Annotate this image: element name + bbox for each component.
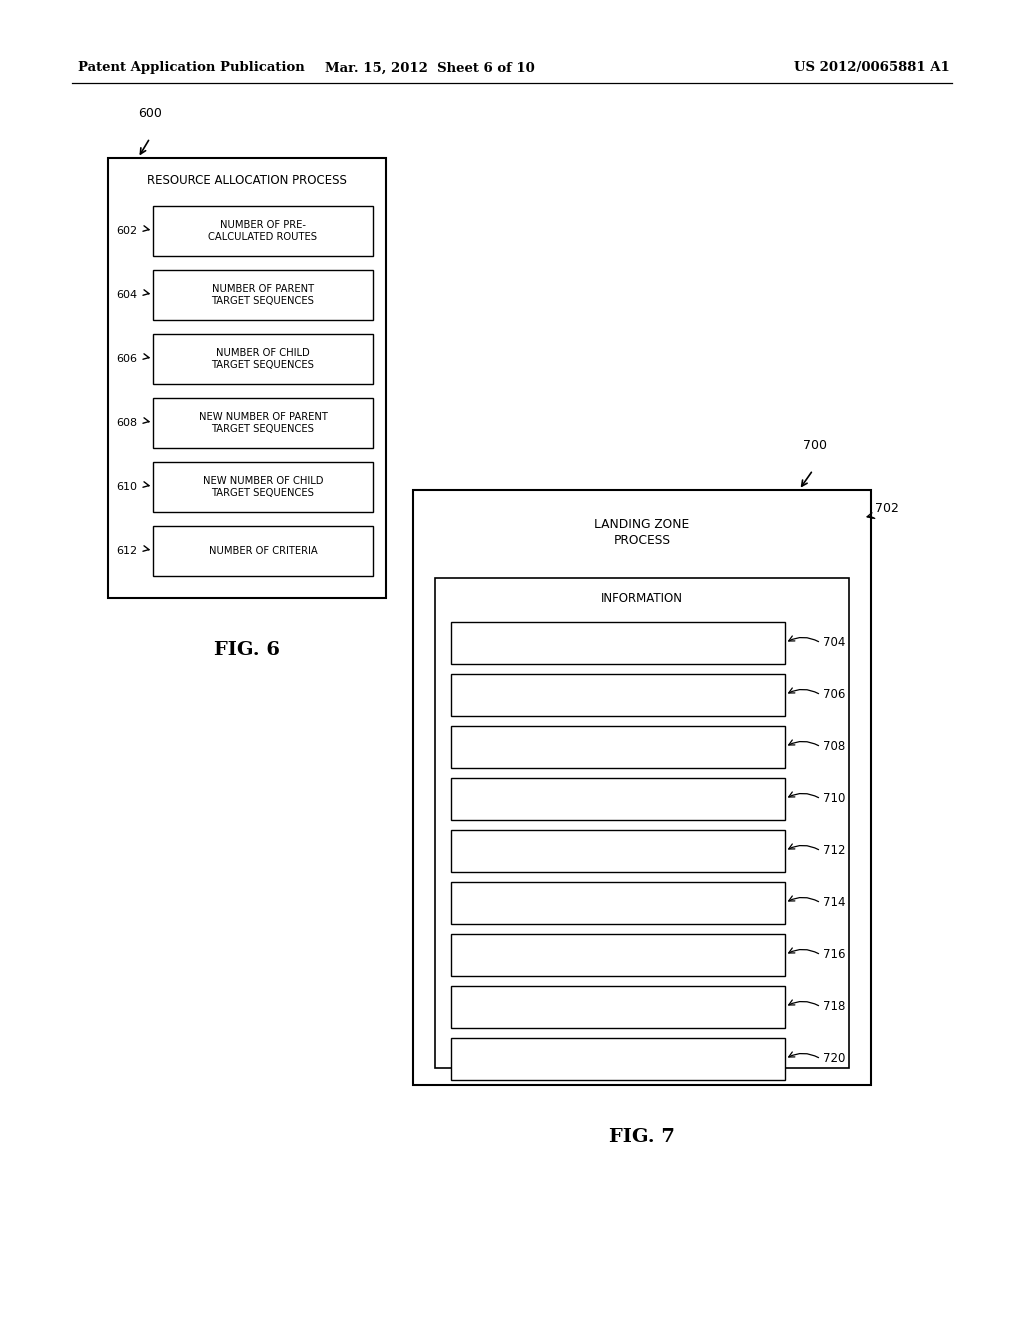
Text: 714: 714 (823, 896, 846, 909)
Text: NUMBER OF PRE-
CALCULATED ROUTES: NUMBER OF PRE- CALCULATED ROUTES (209, 220, 317, 242)
Text: AIRPORT LOCATIONS: AIRPORT LOCATIONS (564, 638, 672, 648)
Bar (451, 675, 785, 715)
Text: FIG. 6: FIG. 6 (214, 642, 280, 659)
Bar (451, 726, 785, 768)
Text: 610: 610 (116, 482, 137, 492)
Bar (451, 777, 785, 820)
Text: 702: 702 (874, 502, 899, 515)
Bar (451, 935, 785, 975)
Text: NUMBER OF PARENT
TARGET SEQUENCES: NUMBER OF PARENT TARGET SEQUENCES (212, 284, 314, 306)
Text: 720: 720 (823, 1052, 846, 1065)
Text: OBSTRUCTION LOCATIONS: OBSTRUCTION LOCATIONS (549, 846, 687, 855)
Text: 604: 604 (116, 290, 137, 300)
Text: 602: 602 (116, 226, 137, 236)
Bar (153, 271, 373, 319)
Text: 708: 708 (823, 741, 845, 754)
Text: NEW NUMBER OF CHILD
TARGET SEQUENCES: NEW NUMBER OF CHILD TARGET SEQUENCES (203, 475, 324, 498)
Text: 718: 718 (823, 1001, 846, 1014)
Text: 712: 712 (823, 845, 846, 858)
Bar (153, 525, 373, 576)
Text: 612: 612 (116, 546, 137, 556)
Bar (108, 158, 386, 598)
Bar (413, 490, 871, 1085)
Bar (153, 206, 373, 256)
Text: GOLF COURSES: GOLF COURSES (578, 1053, 658, 1064)
Text: NEW NUMBER OF PARENT
TARGET SEQUENCES: NEW NUMBER OF PARENT TARGET SEQUENCES (199, 412, 328, 434)
Text: NUMBER OF CHILD
TARGET SEQUENCES: NUMBER OF CHILD TARGET SEQUENCES (212, 347, 314, 370)
Text: NUMBER OF CRITERIA: NUMBER OF CRITERIA (209, 546, 317, 556)
Bar (451, 1038, 785, 1080)
Bar (451, 830, 785, 873)
Bar (451, 986, 785, 1028)
Bar (153, 462, 373, 512)
Bar (153, 399, 373, 447)
Text: POPULATED AREAS: POPULATED AREAS (568, 742, 668, 752)
Text: 710: 710 (823, 792, 846, 805)
Text: Patent Application Publication: Patent Application Publication (78, 62, 305, 74)
Text: RESOURCE ALLOCATION PROCESS: RESOURCE ALLOCATION PROCESS (147, 173, 347, 186)
Text: AIRSPACE RESTRICTIONS: AIRSPACE RESTRICTIONS (553, 898, 683, 908)
Text: 704: 704 (823, 636, 846, 649)
Text: VEGETATION: VEGETATION (586, 1002, 650, 1012)
Text: US 2012/0065881 A1: US 2012/0065881 A1 (795, 62, 950, 74)
Text: WEATHER DATA: WEATHER DATA (578, 950, 658, 960)
Text: FIG. 7: FIG. 7 (609, 1129, 675, 1146)
Text: 706: 706 (823, 689, 846, 701)
Text: 608: 608 (116, 418, 137, 428)
Text: 600: 600 (138, 107, 162, 120)
Bar (451, 622, 785, 664)
Text: TERRAIN: TERRAIN (596, 795, 640, 804)
Text: Mar. 15, 2012  Sheet 6 of 10: Mar. 15, 2012 Sheet 6 of 10 (326, 62, 535, 74)
Bar (451, 882, 785, 924)
Bar (435, 578, 849, 1068)
Text: 716: 716 (823, 949, 846, 961)
Bar (153, 334, 373, 384)
Text: ROADS: ROADS (599, 690, 637, 700)
Text: INFORMATION: INFORMATION (601, 591, 683, 605)
Text: 700: 700 (803, 440, 827, 451)
Text: LANDING ZONE
PROCESS: LANDING ZONE PROCESS (594, 517, 689, 546)
Text: 606: 606 (116, 354, 137, 364)
